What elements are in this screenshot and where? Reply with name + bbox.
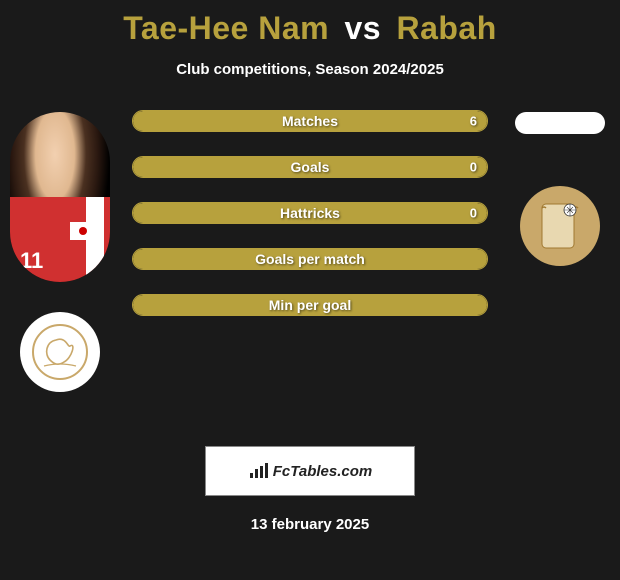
stat-bars: Matches 6 Goals 0 Hattricks 0	[120, 110, 500, 392]
bar-chart-icon	[248, 462, 270, 480]
player1-jersey: 11	[10, 197, 110, 282]
player2-name: Rabah	[396, 10, 496, 46]
vs-text: vs	[344, 10, 381, 46]
player1-name: Tae-Hee Nam	[123, 10, 329, 46]
stat-bar: Min per goal	[132, 294, 488, 316]
player2-avatar	[515, 112, 605, 134]
jersey-number: 11	[20, 248, 43, 274]
club-crest-icon	[30, 322, 90, 382]
left-side: 11	[0, 110, 120, 392]
stat-row: Goals per match	[132, 248, 488, 270]
stat-row: Goals 0	[132, 156, 488, 178]
player1-avatar: 11	[10, 112, 110, 282]
stat-label: Goals per match	[255, 251, 365, 267]
stat-label: Matches	[282, 113, 338, 129]
comparison-title: Tae-Hee Nam vs Rabah	[0, 0, 620, 47]
bar-fill-left	[133, 157, 310, 177]
stat-bar: Goals 0	[132, 156, 488, 178]
footer-date: 13 february 2025	[0, 516, 620, 533]
stat-bar: Hattricks 0	[132, 202, 488, 224]
stat-label: Min per goal	[269, 297, 351, 313]
stat-row: Hattricks 0	[132, 202, 488, 224]
stat-row: Matches 6	[132, 110, 488, 132]
stat-value-right: 0	[470, 206, 477, 221]
player1-club-badge	[20, 312, 100, 392]
footer-brand: FcTables.com	[273, 463, 372, 480]
right-side	[500, 110, 620, 392]
comparison-content: 11 Matches 6 Goa	[0, 110, 620, 392]
stat-label: Hattricks	[280, 205, 340, 221]
stat-value-right: 0	[470, 160, 477, 175]
player2-club-badge	[520, 186, 600, 266]
bar-fill-right	[310, 157, 487, 177]
stat-value-right: 6	[470, 114, 477, 129]
stat-bar: Matches 6	[132, 110, 488, 132]
trophy-card-icon	[530, 196, 590, 256]
footer-brand-box: FcTables.com	[205, 446, 415, 496]
stat-bar: Goals per match	[132, 248, 488, 270]
stat-label: Goals	[291, 159, 330, 175]
stat-row: Min per goal	[132, 294, 488, 316]
korea-flag-icon	[70, 222, 96, 240]
subtitle: Club competitions, Season 2024/2025	[0, 61, 620, 78]
